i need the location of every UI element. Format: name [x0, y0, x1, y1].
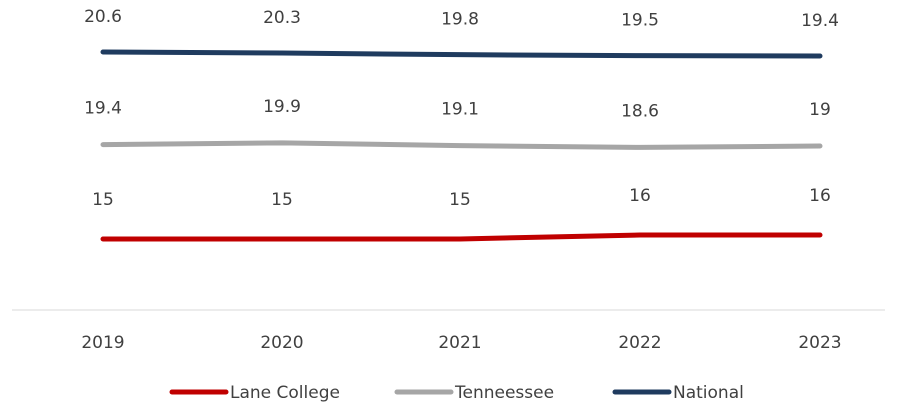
- legend-label: Tenneessee: [454, 383, 554, 403]
- data-label: 15: [449, 190, 471, 210]
- data-label: 18.6: [621, 101, 659, 121]
- data-label: 19.9: [263, 97, 301, 117]
- x-tick-label: 2019: [81, 333, 124, 353]
- data-label: 15: [271, 190, 293, 210]
- x-tick-label: 2020: [260, 333, 303, 353]
- data-label: 20.6: [84, 7, 122, 27]
- data-label: 15: [92, 190, 114, 210]
- data-label: 19.4: [84, 99, 122, 119]
- data-label: 19.4: [801, 11, 839, 31]
- series-line: [100, 49, 823, 59]
- series-line: [100, 232, 823, 242]
- legend-label: National: [673, 383, 744, 403]
- data-label: 19.5: [621, 11, 659, 31]
- data-label: 19.1: [441, 100, 479, 120]
- series-line: [100, 140, 823, 150]
- x-tick-label: 2022: [618, 333, 661, 353]
- data-label: 16: [629, 186, 651, 206]
- x-tick-label: 2021: [438, 333, 481, 353]
- data-label: 19: [809, 100, 831, 120]
- data-label: 20.3: [263, 8, 301, 28]
- data-label: 16: [809, 186, 831, 206]
- legend-label: Lane College: [230, 383, 340, 403]
- data-label: 19.8: [441, 10, 479, 30]
- x-tick-label: 2023: [798, 333, 841, 353]
